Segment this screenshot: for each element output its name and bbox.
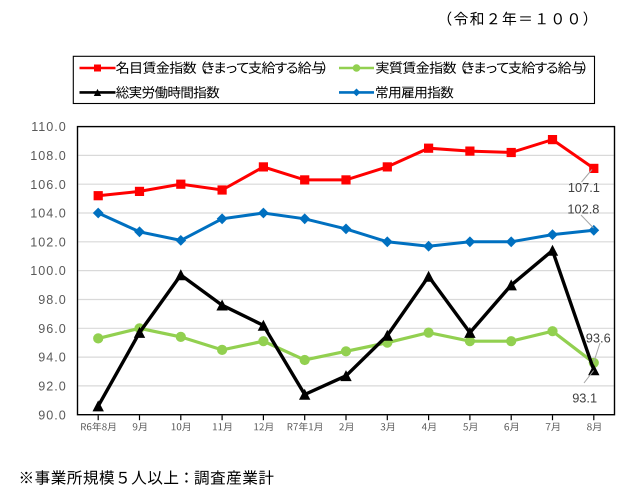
svg-text:108.0: 108.0 [30,149,67,163]
svg-text:96.0: 96.0 [38,322,67,336]
svg-text:102.0: 102.0 [30,235,67,249]
svg-text:107.1: 107.1 [568,180,600,195]
svg-text:100.0: 100.0 [30,264,67,278]
svg-text:94.0: 94.0 [38,351,67,365]
svg-text:98.0: 98.0 [38,293,67,307]
svg-text:104.0: 104.0 [30,207,67,221]
svg-text:92.0: 92.0 [38,380,67,394]
svg-text:110.0: 110.0 [31,120,67,134]
svg-text:93.1: 93.1 [572,391,597,406]
svg-text:106.0: 106.0 [30,178,67,192]
svg-text:93.6: 93.6 [586,330,611,345]
svg-text:102.8: 102.8 [567,201,599,216]
svg-text:90.0: 90.0 [38,408,67,422]
